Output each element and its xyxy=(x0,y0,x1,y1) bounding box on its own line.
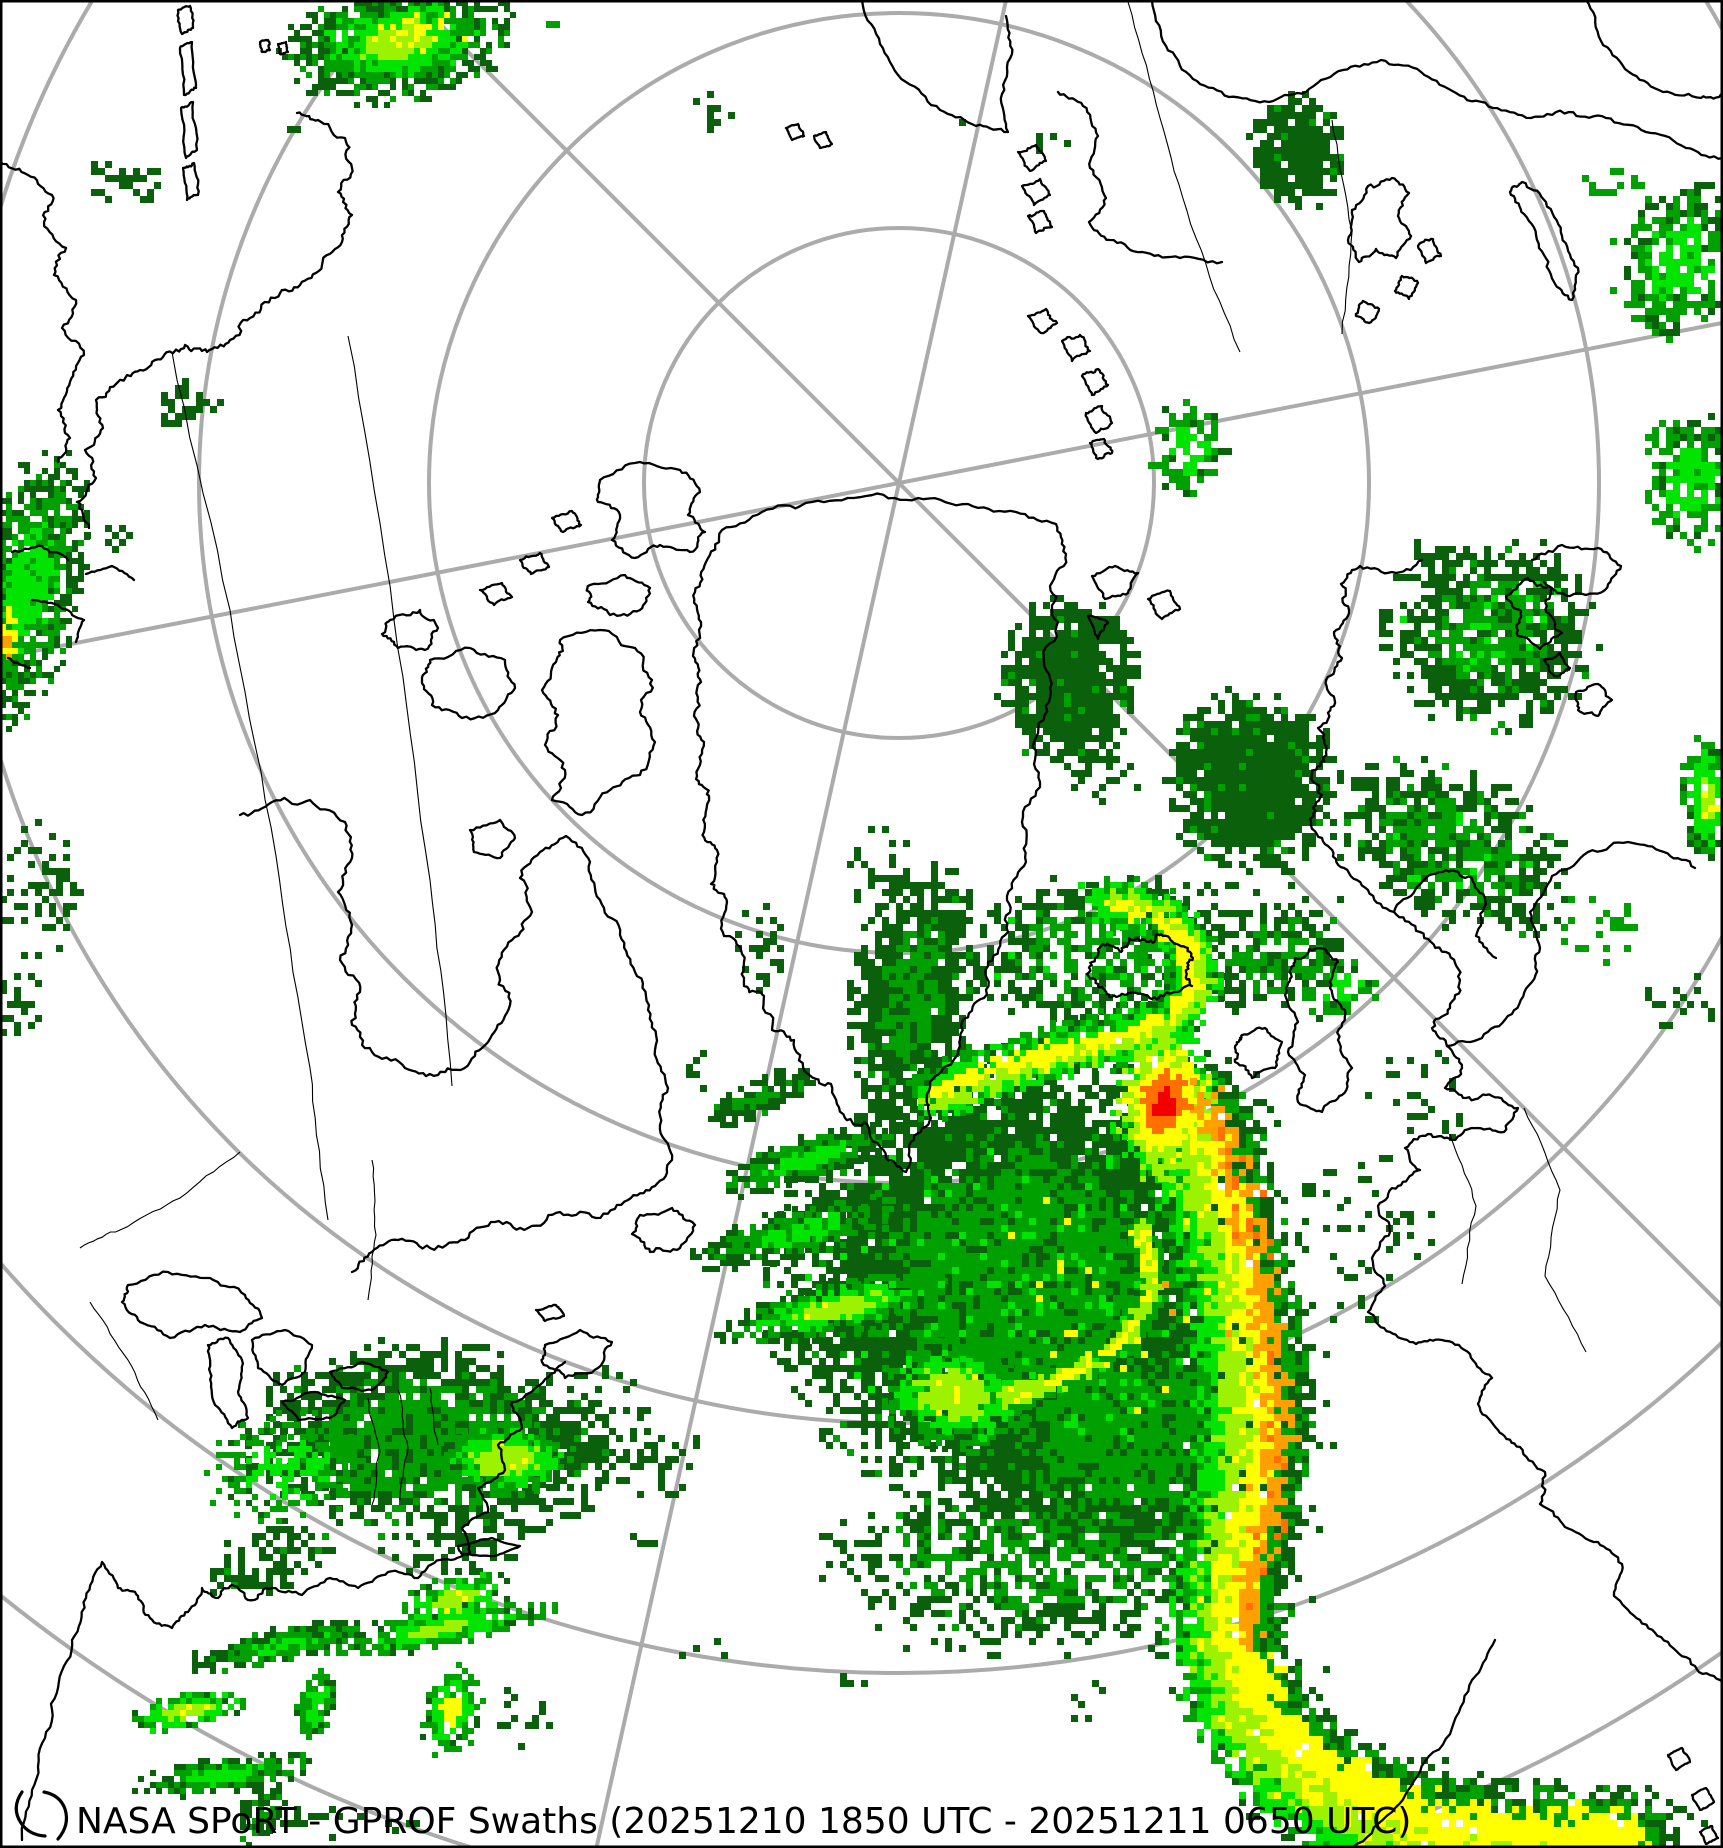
border-5 xyxy=(367,1397,381,1506)
coast-severnaya-1 xyxy=(1016,143,1048,173)
coast-iberia-med xyxy=(1351,1638,1497,1848)
coast-pei xyxy=(534,1303,566,1323)
coast-dot-1 xyxy=(258,38,272,54)
border-11 xyxy=(1523,1107,1587,1353)
coast-franz-5 xyxy=(1088,437,1114,461)
political-borders-layer xyxy=(79,1,1587,1506)
coast-chain-a2 xyxy=(178,40,198,97)
coast-us-east-coast xyxy=(20,1360,567,1842)
coast-severnaya-3 xyxy=(1026,209,1054,235)
coast-frag-4 xyxy=(6,656,32,670)
coast-franz-4 xyxy=(1084,404,1114,435)
coast-lake-huron xyxy=(250,1328,314,1387)
coast-hudson-labrador xyxy=(238,796,674,1274)
coast-nova-scotia xyxy=(540,1328,614,1380)
border-9 xyxy=(1127,1,1241,353)
coast-franz-1 xyxy=(1026,307,1059,335)
coast-pole-islet-2 xyxy=(812,130,834,150)
coast-novaya-zemlya xyxy=(1508,180,1580,302)
coast-scandinavia xyxy=(1309,558,1462,1048)
coast-med-isl-3 xyxy=(1698,1824,1720,1846)
caption: NASA SPoRT - GPROF Swaths (20251210 1850… xyxy=(14,1790,1411,1842)
coast-great-britain xyxy=(1283,946,1354,1114)
coast-islet-ne-iceland-1 xyxy=(1090,564,1140,601)
coast-baltic-shore xyxy=(1445,840,1697,1048)
coast-lake-ontario xyxy=(328,1360,390,1393)
coast-frag-3 xyxy=(30,598,86,644)
border-3 xyxy=(79,1151,241,1249)
border-4 xyxy=(367,1159,377,1301)
coast-lake-michigan xyxy=(206,1336,250,1430)
border-1 xyxy=(171,351,329,1221)
coast-lake-superior xyxy=(120,1270,264,1340)
coast-kola xyxy=(1530,543,1623,598)
coast-chain-a3 xyxy=(179,100,199,160)
border-12 xyxy=(1449,1133,1477,1285)
coast-frag-1 xyxy=(10,544,70,562)
coast-baffin xyxy=(540,628,657,817)
coast-pole-islet-1 xyxy=(784,122,806,142)
coast-isl-s3 xyxy=(550,509,583,534)
border-2 xyxy=(347,335,453,1087)
coast-isl-s2 xyxy=(518,551,551,576)
coast-svalbard xyxy=(1346,176,1413,264)
coast-svalbard-s1 xyxy=(1393,274,1420,301)
hurricane-swirl-icon xyxy=(14,1790,69,1841)
coast-ireland xyxy=(1233,1026,1284,1080)
coast-islet-ne-iceland-3 xyxy=(1086,614,1110,641)
coast-med-isl-2 xyxy=(1666,1746,1692,1772)
coast-southampton xyxy=(468,818,517,860)
coast-greenland xyxy=(691,492,1068,1174)
border-10 xyxy=(1331,119,1353,335)
coast-bothnia xyxy=(1392,868,1498,960)
coast-svalbard-s2 xyxy=(1354,299,1381,325)
coast-franz-3 xyxy=(1080,367,1110,397)
coast-europe-coast xyxy=(1366,1044,1723,1684)
coast-isl-s1 xyxy=(478,581,514,607)
coast-chukotka xyxy=(75,111,354,530)
caption-text: NASA SPoRT - GPROF Swaths (20251210 1850… xyxy=(76,1801,1411,1842)
precip-red xyxy=(1152,1086,1176,1116)
coast-onega xyxy=(1542,651,1572,678)
coast-frag-2 xyxy=(84,564,136,582)
coast-iceland xyxy=(1085,932,1195,1001)
coast-islet-ne-iceland-2 xyxy=(1146,589,1182,621)
coast-devon xyxy=(585,573,652,617)
border-7 xyxy=(429,1387,439,1446)
coast-left-coast xyxy=(0,160,86,464)
coast-lake-erie xyxy=(280,1390,347,1422)
coast-newfoundland xyxy=(630,1206,697,1254)
coast-taymyr xyxy=(1056,90,1224,265)
coast-long-island xyxy=(456,1536,522,1558)
coast-russia-coast-a xyxy=(860,0,1014,134)
border-6 xyxy=(397,1389,409,1500)
coast-chain-a4 xyxy=(181,161,200,202)
coast-siberia-coast xyxy=(1150,0,1723,160)
border-8 xyxy=(89,1301,159,1421)
coast-severnaya-2 xyxy=(1020,177,1052,207)
coast-kara-coast xyxy=(1584,0,1723,100)
coast-med-isl-1 xyxy=(1690,1786,1716,1812)
coast-white-sea xyxy=(1504,576,1564,651)
coast-franz-2 xyxy=(1060,333,1092,363)
coast-ellesmere xyxy=(595,460,707,560)
coast-banks xyxy=(380,608,440,652)
coast-chain-a1 xyxy=(176,4,195,36)
precip-orange2 xyxy=(1140,1068,1288,1610)
coast-svalbard-e xyxy=(1416,237,1443,265)
coast-dot-2 xyxy=(276,40,290,56)
coast-ladoga xyxy=(1574,682,1614,718)
coast-victoria xyxy=(420,646,517,721)
